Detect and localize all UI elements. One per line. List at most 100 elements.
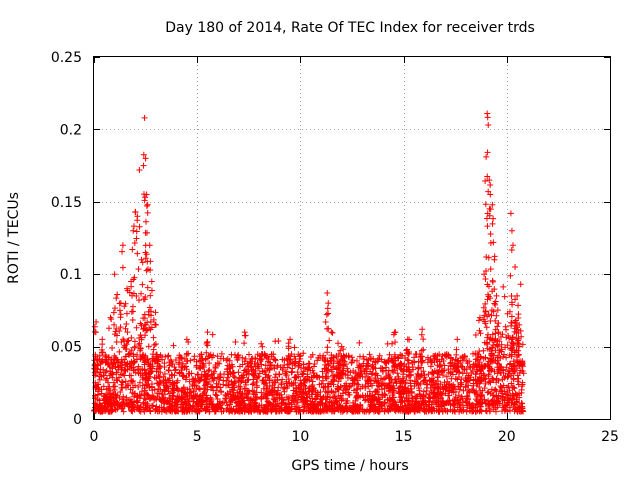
- data-point: [436, 363, 443, 370]
- data-point: [488, 350, 495, 357]
- data-point: [149, 355, 156, 362]
- data-point: [516, 404, 523, 411]
- data-point: [468, 408, 475, 415]
- data-point: [385, 374, 392, 381]
- data-point: [340, 346, 347, 353]
- data-point: [91, 406, 98, 413]
- data-point: [495, 366, 502, 373]
- data-point: [247, 360, 254, 367]
- data-point: [300, 361, 307, 368]
- data-point: [350, 367, 357, 374]
- data-point: [292, 359, 299, 366]
- data-point: [420, 336, 427, 343]
- data-point: [130, 227, 137, 234]
- data-point: [131, 338, 138, 345]
- data-point: [140, 151, 147, 158]
- data-point: [318, 380, 325, 387]
- y-tick-label: 0.2: [60, 122, 82, 138]
- data-point: [210, 352, 217, 359]
- data-point: [262, 362, 269, 369]
- data-point: [111, 305, 118, 312]
- data-point: [366, 351, 373, 358]
- data-point: [194, 398, 201, 405]
- data-point: [350, 387, 357, 394]
- data-point: [356, 363, 363, 370]
- data-point: [135, 266, 142, 273]
- data-point: [100, 395, 107, 402]
- data-point: [324, 383, 331, 390]
- data-point: [181, 408, 188, 415]
- data-point: [420, 368, 427, 375]
- data-point: [252, 391, 259, 398]
- data-point: [464, 404, 471, 411]
- data-point: [133, 293, 140, 300]
- data-point: [357, 393, 364, 400]
- data-point: [425, 408, 432, 415]
- data-point: [96, 352, 103, 359]
- data-point: [334, 385, 341, 392]
- data-point: [475, 317, 482, 324]
- data-point: [147, 292, 154, 299]
- data-point: [229, 369, 236, 376]
- data-point: [168, 371, 175, 378]
- data-point: [252, 405, 259, 412]
- data-point: [478, 370, 485, 377]
- data-point: [191, 353, 198, 360]
- data-point: [435, 395, 442, 402]
- data-point: [270, 406, 277, 413]
- data-point: [186, 392, 193, 399]
- data-point: [142, 194, 149, 201]
- data-point: [259, 368, 266, 375]
- data-point: [272, 407, 279, 414]
- data-point: [169, 408, 176, 415]
- data-point: [376, 408, 383, 415]
- data-point: [338, 343, 345, 350]
- data-point: [415, 376, 422, 383]
- data-point: [452, 394, 459, 401]
- data-point: [180, 373, 187, 380]
- data-point: [195, 407, 202, 414]
- data-point: [454, 357, 461, 364]
- data-point: [118, 359, 125, 366]
- data-point: [144, 201, 151, 208]
- data-point: [267, 361, 274, 368]
- data-point: [473, 397, 480, 404]
- data-point: [489, 201, 496, 208]
- data-point: [107, 397, 114, 404]
- data-point: [201, 382, 208, 389]
- data-point: [325, 361, 332, 368]
- data-point: [264, 392, 271, 399]
- data-point: [261, 406, 268, 413]
- data-point: [426, 378, 433, 385]
- data-point: [331, 393, 338, 400]
- data-point: [208, 372, 215, 379]
- data-point: [444, 378, 451, 385]
- data-point: [281, 407, 288, 414]
- data-point: [99, 356, 106, 363]
- data-point: [443, 400, 450, 407]
- data-point: [119, 248, 126, 255]
- data-point: [139, 259, 146, 266]
- data-point: [161, 388, 168, 395]
- data-point: [103, 375, 110, 382]
- data-point: [504, 342, 511, 349]
- data-point: [424, 356, 431, 363]
- data-point: [260, 385, 267, 392]
- data-point: [285, 400, 292, 407]
- data-point: [299, 371, 306, 378]
- data-point: [184, 358, 191, 365]
- data-point: [113, 369, 120, 376]
- data-point: [128, 283, 135, 290]
- data-point: [455, 392, 462, 399]
- data-point: [235, 351, 242, 358]
- data-point: [120, 393, 127, 400]
- data-point: [110, 359, 117, 366]
- data-point: [274, 364, 281, 371]
- data-point: [94, 396, 101, 403]
- data-point: [516, 390, 523, 397]
- data-point: [487, 266, 494, 273]
- data-point: [152, 340, 159, 347]
- data-point: [421, 405, 428, 412]
- data-point: [477, 387, 484, 394]
- data-point: [515, 375, 522, 382]
